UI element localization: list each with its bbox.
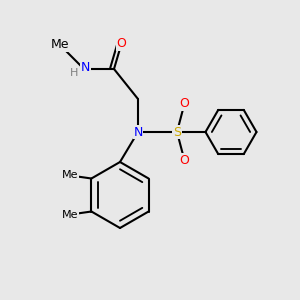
Text: N: N [133, 125, 143, 139]
Text: H: H [70, 68, 79, 79]
Text: N: N [81, 61, 90, 74]
Text: Me: Me [62, 170, 79, 181]
Text: Me: Me [62, 209, 79, 220]
Text: Me: Me [51, 38, 69, 52]
Text: O: O [180, 97, 189, 110]
Text: S: S [173, 125, 181, 139]
Text: O: O [180, 154, 189, 167]
Text: O: O [117, 37, 126, 50]
